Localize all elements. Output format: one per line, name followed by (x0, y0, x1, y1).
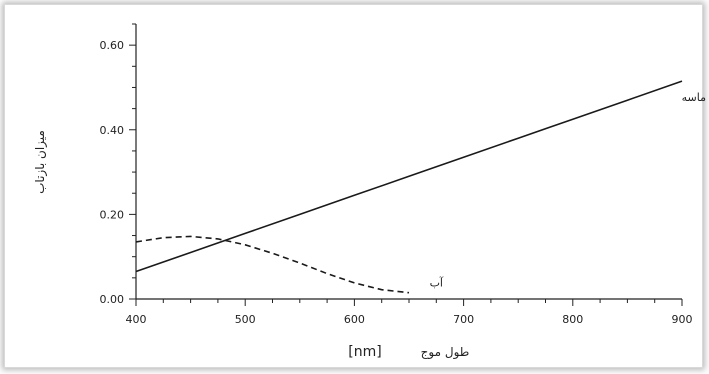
x-tick-label: 600 (344, 313, 365, 326)
axis-ticks (129, 23, 683, 306)
series-label-water: آب (430, 276, 444, 290)
y-tick-label: 0.40 (100, 124, 125, 137)
series-line-water (135, 235, 410, 294)
x-axis-unit: [nm] (348, 344, 381, 360)
y-axis-label: میزان بازتاب (33, 130, 48, 194)
y-tick-label: 0.00 (100, 293, 125, 306)
series-label-sand: ماسه (682, 91, 706, 104)
chart-frame (4, 4, 703, 368)
x-tick-label: 800 (562, 313, 583, 326)
y-tick-label: 0.20 (100, 208, 125, 221)
x-tick-label: 700 (453, 313, 474, 326)
x-tick-label: 400 (126, 313, 147, 326)
series-lines (135, 80, 683, 294)
axes (135, 24, 682, 300)
x-tick-label: 500 (235, 313, 256, 326)
series-line-sand (135, 80, 683, 273)
x-tick-label: 900 (672, 313, 693, 326)
chart-labels: 0.00 0.20 0.40 0.60 400 500 600 700 800 900 ماسه آب (100, 39, 707, 326)
x-axis-label: طول موج (421, 345, 470, 360)
y-tick-label: 0.60 (100, 39, 125, 52)
